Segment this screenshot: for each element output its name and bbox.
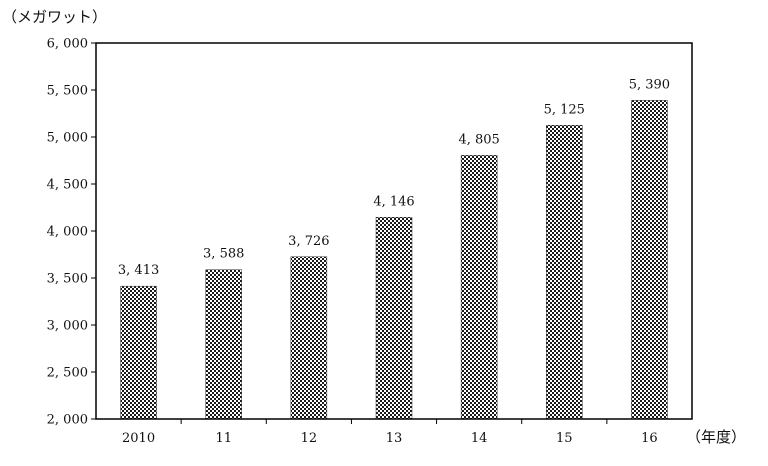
y-axis-unit-label: （メガワット） [2,8,107,26]
y-tick-label: 3, 500 [47,272,88,287]
x-tick-label-14: 14 [471,431,488,446]
data-label-16: 5, 390 [629,77,670,92]
plot-frame [95,42,693,420]
bar-13 [375,217,413,420]
bar-11 [205,269,242,420]
data-label-15: 5, 125 [544,102,585,117]
y-tick-label: 3, 000 [47,319,88,334]
y-tick-label: 6, 000 [47,37,88,52]
bar-2010 [120,285,157,420]
y-tick-label: 4, 000 [47,225,88,240]
x-tick-label-13: 13 [386,431,403,446]
y-tick-label: 5, 500 [47,84,88,99]
y-tick-label: 2, 500 [47,366,88,381]
x-tick-label-12: 12 [301,431,318,446]
bar-12 [290,256,328,420]
data-label-12: 3, 726 [288,234,329,249]
y-axis-ticks: 2, 000 2, 500 3, 000 3, 500 4, 000 4, 500 5, 0… [47,37,96,428]
data-label-11: 3, 588 [203,247,244,262]
bars [120,100,668,420]
bar-14 [460,155,498,420]
bar-15 [546,125,583,420]
x-axis-unit-label: （年度） [686,428,746,446]
y-tick-label: 5, 000 [47,131,88,146]
x-tick-label-15: 15 [556,431,573,446]
y-tick-label: 4, 500 [47,178,88,193]
data-label-14: 4, 805 [458,132,499,147]
x-tick-label-2010: 2010 [122,431,155,446]
data-labels: 3, 413 3, 588 3, 726 4, 146 4, 805 5, 125 5, 3… [118,77,670,278]
data-label-2010: 3, 413 [118,263,159,278]
bar-16 [631,100,668,420]
data-label-13: 4, 146 [373,194,414,209]
x-tick-label-11: 11 [215,431,232,446]
x-tick-label-16: 16 [641,431,658,446]
y-tick-label: 2, 000 [47,413,88,428]
x-axis-ticks: 2010 11 12 13 14 15 16 [122,419,658,446]
